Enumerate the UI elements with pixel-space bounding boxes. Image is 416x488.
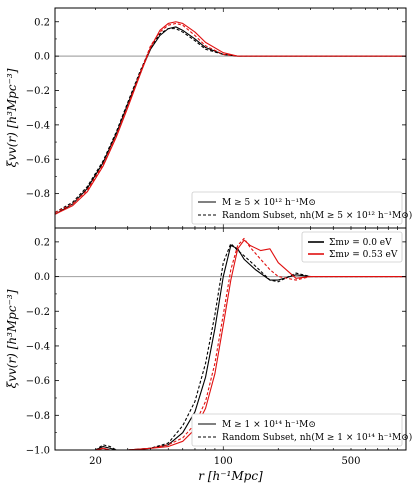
y-tick-label: −0.6 <box>26 155 50 166</box>
x-tick-label: 20 <box>89 456 102 467</box>
y-axis-label: ξvv(r) [h³Mpc⁻³] <box>5 68 19 167</box>
color-legend-label: Σmν = 0.0 eV <box>329 238 392 248</box>
x-tick-label: 100 <box>214 456 233 467</box>
color-legend-box <box>301 231 403 263</box>
legend-label: Random Subset, nh(M ≥ 5 × 10¹² h⁻¹M⊙) <box>222 210 412 221</box>
y-tick-label: −0.6 <box>26 376 50 387</box>
y-axis-label: ξvv(r) [h³Mpc⁻³] <box>5 289 19 388</box>
series-line-red-solid <box>55 21 406 215</box>
y-tick-label: 0.2 <box>34 17 50 28</box>
legend: M ≥ 1 × 10¹⁴ h⁻¹M⊙ Random Subset, nh(M ≥ … <box>191 413 412 447</box>
y-tick-label: −0.8 <box>26 189 50 200</box>
color-legend: Σmν = 0.0 eV Σmν = 0.53 eV <box>301 231 403 263</box>
y-tick-label: −1.0 <box>26 446 50 457</box>
chart-panel-bottom: 0.2 0.0 −0.2 −0.4 −0.6 −0.8 −1.0 20 100 500 ξvv(r)… <box>5 227 412 483</box>
x-axis-label: r [h⁻¹Mpc] <box>198 469 263 483</box>
y-tick-label: −0.2 <box>26 86 50 97</box>
y-tick-label: −0.4 <box>26 120 50 131</box>
y-tick-label: 0.0 <box>34 52 50 63</box>
legend: M ≥ 5 × 10¹² h⁻¹M⊙ Random Subset, nh(M ≥ … <box>191 191 412 225</box>
series-group <box>55 237 406 450</box>
legend-box <box>191 191 403 225</box>
plot-frame <box>54 227 407 451</box>
series-line-red-solid <box>55 239 406 450</box>
legend-label: Random Subset, nh(M ≥ 1 × 10¹⁴ h⁻¹M⊙) <box>222 432 412 443</box>
legend-box <box>191 413 403 447</box>
color-legend-label: Σmν = 0.53 eV <box>329 250 398 260</box>
y-tick-label: 0.2 <box>34 237 50 248</box>
series-group <box>55 21 406 215</box>
chart-panel-top: 0.2 0.0 −0.2 −0.4 −0.6 −0.8 ξvv(r) [h³Mpc⁻³] M … <box>5 7 412 229</box>
series-line-red-dashed <box>55 22 406 214</box>
y-tick-label: 0.0 <box>34 272 50 283</box>
y-tick-label: −0.8 <box>26 411 50 422</box>
x-tick-label: 500 <box>341 456 360 467</box>
legend-label: M ≥ 1 × 10¹⁴ h⁻¹M⊙ <box>222 420 316 430</box>
y-tick-label: −0.4 <box>26 341 50 352</box>
y-tick-label: −0.2 <box>26 307 50 318</box>
legend-label: M ≥ 5 × 10¹² h⁻¹M⊙ <box>222 198 316 208</box>
